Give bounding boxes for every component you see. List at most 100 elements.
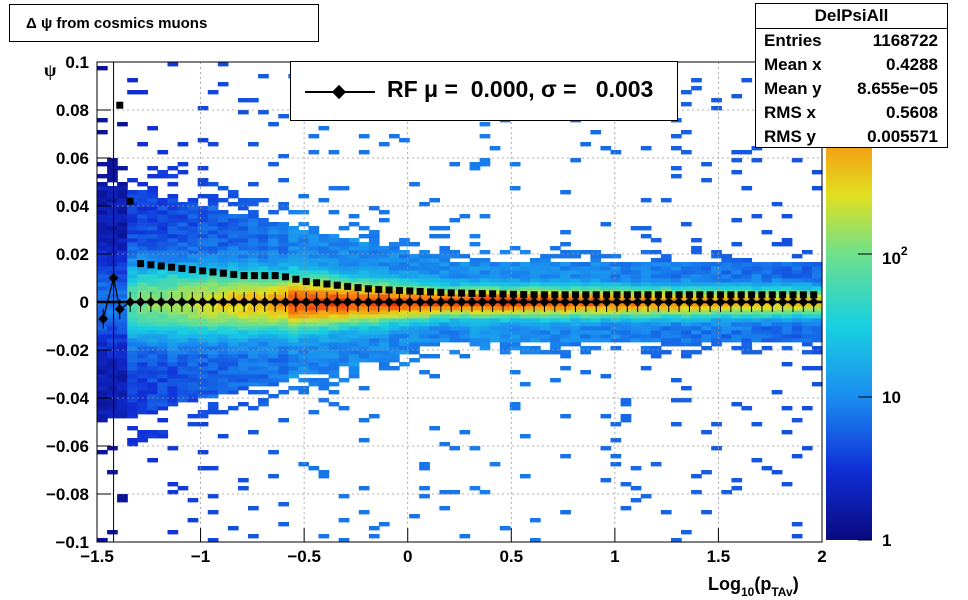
heatmap-cell	[137, 430, 148, 435]
heatmap-cell	[600, 330, 612, 335]
heatmap-cell	[127, 226, 138, 231]
heatmap-cell	[268, 338, 279, 343]
heatmap-cell	[469, 318, 481, 323]
heatmap-cell	[318, 470, 330, 475]
heatmap-cell	[791, 266, 803, 271]
heatmap-cell	[187, 378, 199, 383]
heatmap-cell	[248, 342, 259, 347]
heatmap-cell	[308, 354, 320, 359]
heatmap-cell	[348, 242, 360, 247]
rms-point	[540, 291, 548, 299]
heatmap-cell	[207, 382, 219, 387]
heatmap-cell	[248, 362, 259, 367]
heatmap-cell	[248, 534, 259, 539]
heatmap-cell	[610, 326, 622, 331]
heatmap-cell	[308, 306, 320, 311]
heatmap-cell	[650, 306, 662, 311]
heatmap-cell	[671, 310, 682, 315]
heatmap-cell	[308, 318, 320, 323]
heatmap-cell	[258, 318, 269, 323]
heatmap-cell	[600, 478, 612, 483]
heatmap-cell	[217, 82, 229, 87]
heatmap-cell	[107, 246, 118, 251]
rf-point	[228, 297, 239, 307]
rms-point	[302, 278, 310, 286]
heatmap-cell	[811, 186, 823, 191]
heatmap-cell	[731, 286, 743, 291]
heatmap-cell	[227, 386, 239, 391]
heatmap-cell	[187, 342, 199, 347]
heatmap-cell	[268, 346, 279, 351]
heatmap-cell	[801, 350, 813, 355]
heatmap-cell	[227, 330, 239, 335]
heatmap-cell	[479, 274, 491, 279]
heatmap-cell	[127, 222, 138, 227]
heatmap-cell	[368, 206, 380, 211]
heatmap-cell	[419, 342, 430, 347]
heatmap-cell	[207, 258, 219, 263]
heatmap-cell	[238, 354, 249, 359]
heatmap-cell	[741, 334, 753, 339]
heatmap-cell	[530, 282, 541, 287]
heatmap-cell	[389, 286, 400, 291]
heatmap-cell	[127, 234, 138, 239]
heatmap-cell	[127, 338, 138, 343]
heatmap-cell	[177, 238, 189, 243]
heatmap-cell	[348, 214, 360, 219]
heatmap-cell	[781, 274, 793, 279]
heatmap-cell	[248, 346, 259, 351]
heatmap-cell	[691, 282, 702, 287]
heatmap-cell	[671, 134, 682, 139]
heatmap-cell	[419, 326, 430, 331]
heatmap-cell	[157, 318, 169, 323]
heatmap-cell	[660, 278, 672, 283]
heatmap-cell	[469, 286, 481, 291]
heatmap-cell	[550, 378, 561, 383]
heatmap-cell	[711, 290, 722, 295]
heatmap-cell	[288, 294, 299, 299]
heatmap-cell	[519, 306, 531, 311]
heatmap-cell	[439, 250, 451, 255]
heatmap-cell	[147, 278, 158, 283]
heatmap-cell	[97, 202, 108, 207]
heatmap-cell	[167, 210, 179, 215]
heatmap-cell	[671, 266, 682, 271]
heatmap-cell	[318, 386, 330, 391]
rf-point	[435, 297, 446, 307]
heatmap-cell	[328, 370, 340, 375]
heatmap-cell	[620, 402, 632, 407]
heatmap-cell	[389, 318, 400, 323]
heatmap-cell	[389, 346, 400, 351]
heatmap-cell	[238, 226, 249, 231]
heatmap-cell	[550, 262, 561, 267]
heatmap-cell	[368, 262, 380, 267]
heatmap-cell	[328, 238, 340, 243]
heatmap-cell	[117, 246, 128, 251]
heatmap-cell	[127, 210, 138, 215]
heatmap-cell	[137, 338, 148, 343]
heatmap-cell	[771, 470, 783, 475]
heatmap-cell	[701, 314, 712, 319]
heatmap-cell	[197, 422, 209, 427]
heatmap-cell	[97, 266, 108, 271]
x-tick-label: −0.5	[287, 547, 321, 566]
heatmap-cell	[338, 282, 350, 287]
heatmap-cell	[258, 242, 269, 247]
heatmap-cell	[781, 406, 793, 411]
heatmap-cell	[207, 358, 219, 363]
heatmap-cell	[157, 354, 169, 359]
heatmap-cell	[711, 330, 722, 335]
heatmap-cell	[801, 334, 813, 339]
rf-point	[539, 297, 550, 307]
heatmap-cell	[197, 370, 209, 375]
heatmap-cell	[590, 334, 602, 339]
heatmap-cell	[268, 246, 279, 251]
heatmap-cell	[187, 254, 199, 259]
heatmap-cell	[409, 514, 420, 519]
heatmap-cell	[409, 182, 420, 187]
heatmap-cell	[217, 186, 229, 191]
rms-point	[572, 291, 579, 299]
heatmap-cell	[117, 258, 128, 263]
heatmap-cell	[258, 402, 269, 407]
heatmap-cell	[560, 262, 571, 267]
